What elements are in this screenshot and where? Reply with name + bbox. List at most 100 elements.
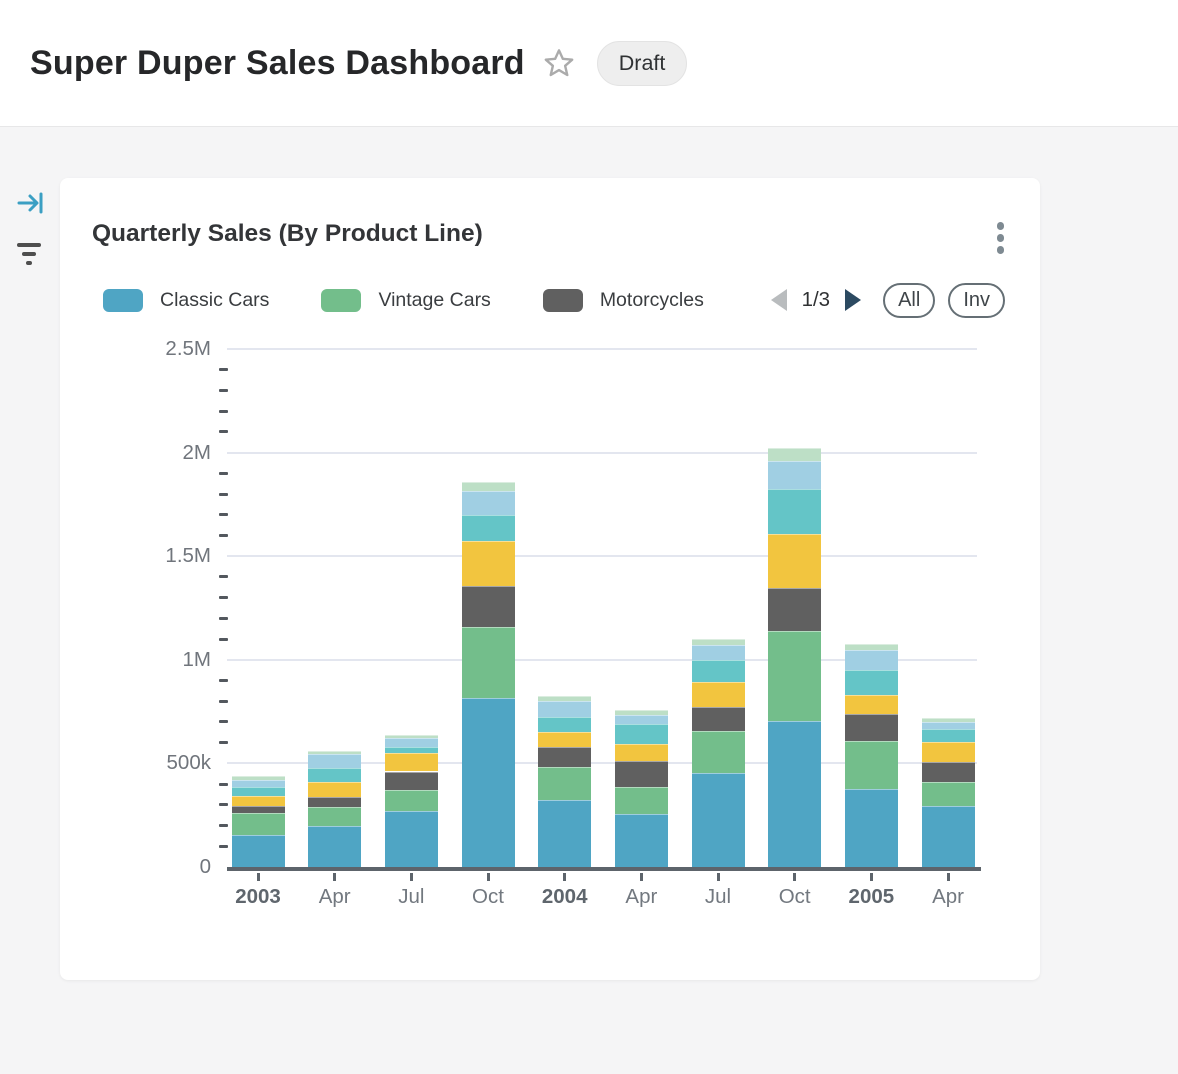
- widget-menu-button[interactable]: [991, 220, 1011, 256]
- bar-segment[interactable]: [844, 694, 898, 714]
- x-axis-label: Apr: [625, 885, 658, 908]
- bar-segment[interactable]: [921, 728, 975, 743]
- y-minor-tick: [219, 575, 228, 579]
- bar-segment[interactable]: [691, 706, 745, 731]
- bar-segment[interactable]: [384, 746, 438, 754]
- bar-segment[interactable]: [691, 639, 745, 645]
- bar-segment[interactable]: [768, 488, 822, 535]
- bar-segment[interactable]: [231, 775, 285, 780]
- bar-segment[interactable]: [614, 786, 668, 815]
- bar-segment[interactable]: [538, 731, 592, 748]
- y-minor-tick: [219, 492, 228, 496]
- bar-segment[interactable]: [384, 753, 438, 772]
- bar-segment[interactable]: [768, 534, 822, 588]
- y-minor-tick: [219, 741, 228, 745]
- x-axis-tick: [256, 873, 260, 881]
- bar-segment[interactable]: [538, 799, 592, 867]
- bar-segment[interactable]: [921, 762, 975, 782]
- bar-segment[interactable]: [844, 649, 898, 670]
- bar-segment[interactable]: [538, 701, 592, 718]
- bar-segment[interactable]: [921, 718, 975, 723]
- bar-segment[interactable]: [538, 717, 592, 732]
- bar-segment[interactable]: [614, 724, 668, 744]
- bar: [844, 349, 898, 867]
- bar-segment[interactable]: [691, 644, 745, 661]
- bar-segment[interactable]: [538, 695, 592, 702]
- legend-item[interactable]: Vintage Cars: [321, 288, 491, 312]
- bar-segment[interactable]: [384, 789, 438, 812]
- x-axis-tick: [716, 873, 720, 881]
- bar-segment[interactable]: [921, 722, 975, 729]
- bar-segment[interactable]: [538, 747, 592, 767]
- bar: [384, 349, 438, 867]
- bar-segment[interactable]: [308, 796, 362, 808]
- bar-segment[interactable]: [614, 743, 668, 761]
- bar-segment[interactable]: [461, 586, 515, 628]
- bar-segment[interactable]: [614, 714, 668, 725]
- legend-prev-button triangle-left-icon[interactable]: [770, 289, 787, 311]
- bar-segment[interactable]: [921, 742, 975, 763]
- x-axis-line: [227, 867, 981, 871]
- bar-segment[interactable]: [921, 805, 975, 867]
- bar-segment[interactable]: [231, 787, 285, 796]
- bar-segment[interactable]: [231, 805, 285, 814]
- bar-segment[interactable]: [691, 730, 745, 773]
- bar-segment[interactable]: [308, 781, 362, 797]
- legend-item[interactable]: Motorcycles: [542, 288, 704, 312]
- bar-segment[interactable]: [691, 772, 745, 867]
- bar-segment[interactable]: [461, 514, 515, 542]
- bar-segment[interactable]: [844, 669, 898, 695]
- bar-segment[interactable]: [768, 447, 822, 462]
- bar-segment[interactable]: [844, 788, 898, 867]
- invert-selection-button[interactable]: Inv: [948, 282, 1005, 318]
- select-all-button[interactable]: All: [883, 282, 936, 318]
- bar-segment[interactable]: [844, 643, 898, 650]
- bar-segment[interactable]: [461, 541, 515, 587]
- bar-segment[interactable]: [308, 768, 362, 782]
- x-axis-label: Apr: [318, 885, 351, 908]
- bar-segment[interactable]: [308, 753, 362, 769]
- bar-segment[interactable]: [614, 814, 668, 867]
- legend-item[interactable]: Classic Cars: [103, 288, 269, 312]
- bar-segment[interactable]: [844, 713, 898, 741]
- bar-segment[interactable]: [384, 771, 438, 790]
- bar-segment[interactable]: [308, 750, 362, 754]
- collapse-panel-button[interactable]: [16, 190, 44, 221]
- favorite-button[interactable]: [543, 47, 575, 79]
- bar-segment[interactable]: [691, 660, 745, 682]
- bar-segment[interactable]: [844, 740, 898, 789]
- x-axis-tick: [793, 873, 797, 881]
- bar-segment[interactable]: [384, 738, 438, 747]
- bar-segment[interactable]: [768, 587, 822, 632]
- bar-segment[interactable]: [461, 490, 515, 515]
- bar-segment[interactable]: [461, 481, 515, 491]
- bar-segment[interactable]: [691, 681, 745, 707]
- y-minor-tick: [219, 616, 228, 620]
- legend-next-button triangle-right-icon[interactable]: [845, 289, 862, 311]
- bar-segment[interactable]: [461, 627, 515, 699]
- bar: [691, 349, 745, 867]
- bar-segment[interactable]: [614, 709, 668, 715]
- bar-segment[interactable]: [231, 834, 285, 867]
- bar: [921, 349, 975, 867]
- y-axis-label: 1.5M: [165, 544, 211, 568]
- bar-segment[interactable]: [384, 735, 438, 739]
- bar-segment[interactable]: [384, 811, 438, 867]
- filter-button[interactable]: [16, 243, 42, 265]
- bar-segment[interactable]: [768, 631, 822, 721]
- x-axis-label: Jul: [398, 885, 425, 908]
- x-axis-tick: [946, 873, 950, 881]
- bar-segment[interactable]: [768, 461, 822, 489]
- bar-segment[interactable]: [308, 825, 362, 867]
- bar-segment[interactable]: [231, 779, 285, 788]
- main-area: Quarterly Sales (By Product Line) Classi…: [0, 127, 1178, 1074]
- bar-segment[interactable]: [921, 781, 975, 806]
- bar-segment[interactable]: [538, 766, 592, 800]
- status-badge: Draft: [596, 40, 688, 86]
- bar-segment[interactable]: [231, 813, 285, 835]
- bar-segment[interactable]: [614, 760, 668, 787]
- bar-segment[interactable]: [461, 698, 515, 867]
- bar-segment[interactable]: [308, 807, 362, 826]
- bar-segment[interactable]: [768, 720, 822, 867]
- bar-segment[interactable]: [231, 795, 285, 806]
